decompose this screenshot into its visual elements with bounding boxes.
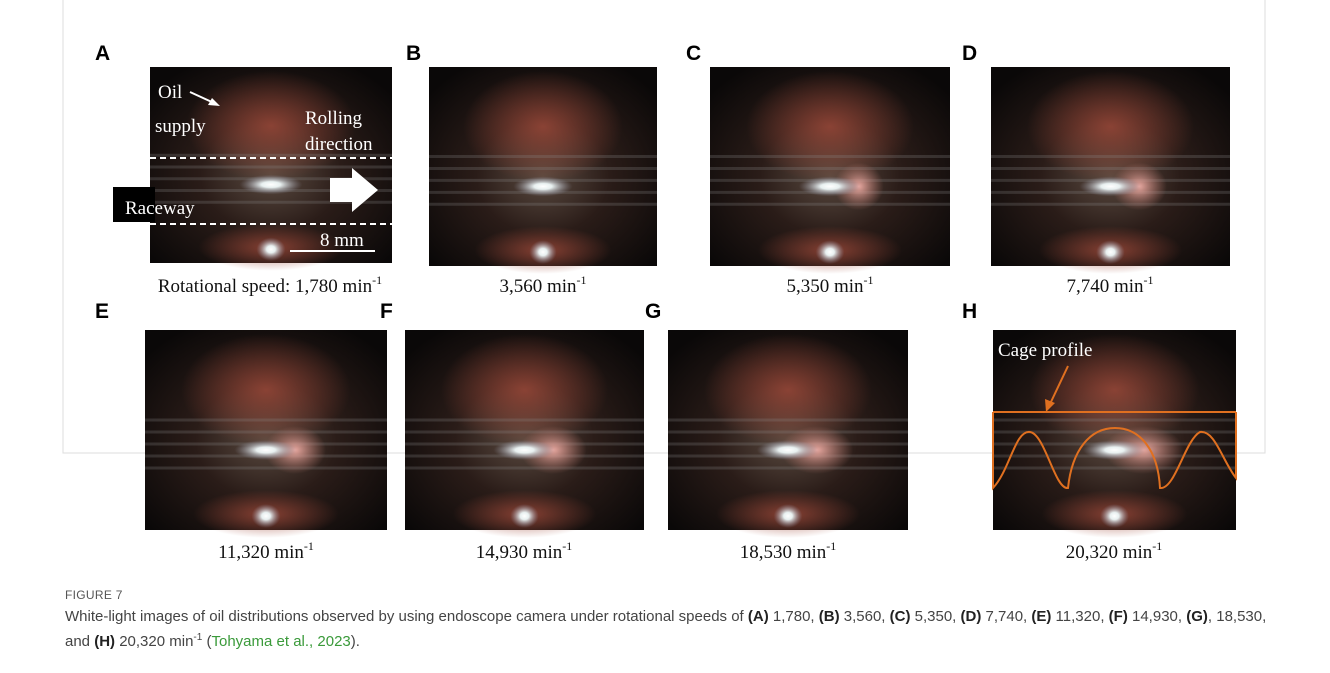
panel-label: E xyxy=(95,300,109,323)
figure-label: FIGURE 7 xyxy=(65,588,123,602)
panel-label: F xyxy=(380,300,393,323)
page: ARotational speed: 1,780 min-1B3,560 min… xyxy=(0,0,1330,673)
panel xyxy=(993,330,1236,538)
caption-ref: (D) xyxy=(961,608,982,625)
caption-exponent: -1 xyxy=(826,539,836,553)
caption-ref: (E) xyxy=(1031,608,1051,625)
panel-label: C xyxy=(686,42,701,65)
panel-label: B xyxy=(406,42,421,65)
image-glow xyxy=(510,504,539,528)
caption-ref: (B) xyxy=(819,608,840,625)
caption-text: 3,560, xyxy=(840,608,890,625)
image-glow xyxy=(493,440,555,460)
image-oil-red xyxy=(704,334,872,446)
image-glow xyxy=(529,240,556,264)
image-glow xyxy=(799,176,861,196)
caption-text: 18,530 min xyxy=(740,542,827,563)
annotation: Rolling xyxy=(305,108,363,129)
annotation: Oil xyxy=(158,82,182,103)
panel-label: D xyxy=(962,42,977,65)
panel xyxy=(405,330,644,538)
image-glow xyxy=(757,440,819,460)
caption-text: 7,740 min xyxy=(1066,276,1144,297)
figure: ARotational speed: 1,780 min-1B3,560 min… xyxy=(0,0,1330,673)
annotation: Raceway xyxy=(125,198,195,219)
image-glow xyxy=(251,504,280,528)
panel-label: H xyxy=(962,300,977,323)
panel xyxy=(145,330,387,538)
image-glow xyxy=(256,238,285,262)
panel xyxy=(991,67,1230,274)
image-glow xyxy=(1096,240,1125,264)
caption-exponent: -1 xyxy=(304,539,314,553)
image-oil-red xyxy=(181,334,350,446)
panel-caption: 3,560 min-1 xyxy=(499,273,586,297)
caption-ref: (H) xyxy=(94,633,115,650)
annotation: 8 mm xyxy=(320,230,364,251)
caption-exponent: -1 xyxy=(562,539,572,553)
caption-ref: (C) xyxy=(890,608,911,625)
panel-caption: 14,930 min-1 xyxy=(476,539,573,563)
caption-text: 11,320 min xyxy=(218,542,304,563)
caption-text: White-light images of oil distributions … xyxy=(65,608,748,625)
image-glow xyxy=(774,504,803,528)
caption-text: 14,930, xyxy=(1128,608,1186,625)
image-glow xyxy=(1100,504,1129,528)
caption-text: 14,930 min xyxy=(476,542,563,563)
panel-caption: Rotational speed: 1,780 min-1 xyxy=(158,273,382,297)
caption-exponent: -1 xyxy=(1144,273,1154,287)
caption-text: ( xyxy=(202,633,211,650)
image-glow xyxy=(235,440,298,460)
panel-caption: 18,530 min-1 xyxy=(740,539,837,563)
caption-exponent: -1 xyxy=(1152,539,1162,553)
annotation: Cage profile xyxy=(998,340,1092,361)
caption-ref: (G) xyxy=(1186,608,1208,625)
caption-text: 7,740, xyxy=(981,608,1031,625)
image-glow xyxy=(1083,440,1146,460)
caption-exponent: -1 xyxy=(193,632,202,643)
image-glow xyxy=(513,176,572,196)
caption-text: 3,560 min xyxy=(499,276,577,297)
panel xyxy=(429,67,657,274)
panel xyxy=(668,330,908,538)
panel-caption: 7,740 min-1 xyxy=(1066,273,1153,297)
caption-ref: (A) xyxy=(748,608,769,625)
caption-text: Rotational speed: 1,780 min xyxy=(158,276,373,297)
caption-text: 20,320 min xyxy=(115,633,193,650)
image-glow xyxy=(816,240,845,264)
image-glow xyxy=(1079,176,1141,196)
caption-text: 5,350, xyxy=(910,608,960,625)
caption-text: 11,320, xyxy=(1051,608,1108,625)
image-glow xyxy=(240,175,303,195)
caption-exponent: -1 xyxy=(577,273,587,287)
panel xyxy=(710,67,950,274)
image-oil-red xyxy=(1027,71,1194,182)
caption-exponent: -1 xyxy=(864,273,874,287)
figure-caption: White-light images of oil distributions … xyxy=(65,606,1275,652)
panel-caption: 5,350 min-1 xyxy=(786,273,873,297)
image-oil-red xyxy=(441,334,608,446)
caption-text: 1,780, xyxy=(769,608,819,625)
caption-ref: (F) xyxy=(1109,608,1128,625)
image-oil-red xyxy=(746,71,914,182)
image-oil-red xyxy=(463,71,623,182)
caption-text: ). xyxy=(351,633,360,650)
annotation: direction xyxy=(305,134,373,155)
panel-label: G xyxy=(645,300,661,323)
annotation: supply xyxy=(155,116,206,137)
caption-text: 20,320 min xyxy=(1066,542,1153,563)
panel-caption: 11,320 min-1 xyxy=(218,539,314,563)
caption-exponent: -1 xyxy=(372,273,382,287)
citation-link[interactable]: Tohyama et al., 2023 xyxy=(212,633,351,650)
panel-caption: 20,320 min-1 xyxy=(1066,539,1163,563)
panel-label: A xyxy=(95,42,110,65)
caption-text: 5,350 min xyxy=(786,276,864,297)
